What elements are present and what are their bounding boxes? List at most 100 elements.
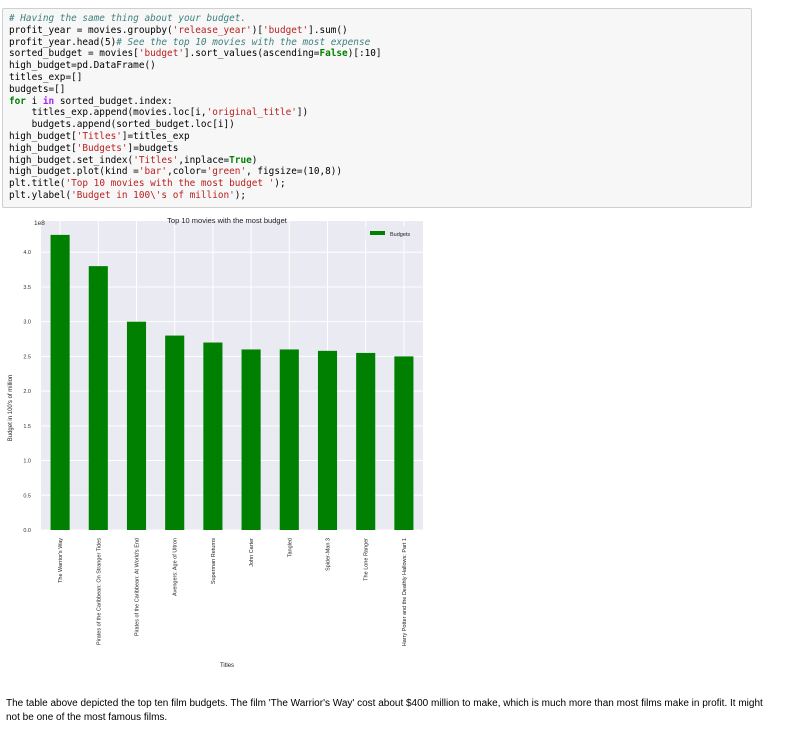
bar — [126, 321, 147, 530]
code-token: ]) — [296, 107, 309, 119]
bar — [165, 335, 185, 530]
code-token: high_budget[ — [9, 130, 77, 142]
code-token: True — [229, 154, 252, 166]
x-tick-label: Pirates of the Caribbean: At World's End — [135, 538, 141, 636]
bar — [279, 349, 299, 530]
code-line: plt.ylabel('Budget in 100\'s of million'… — [9, 190, 745, 202]
code-line: profit_year = movies.groupby('release_ye… — [9, 25, 745, 37]
x-axis-label: Titles — [220, 663, 234, 669]
markdown-paragraph: The table above depicted the top ten fil… — [6, 698, 763, 723]
code-token: # See the top 10 movies with the most ex… — [116, 36, 371, 48]
code-token: sorted_budget.index: — [54, 95, 173, 107]
code-token: ); — [234, 189, 247, 201]
code-token: ].sort_values(ascending= — [183, 48, 320, 60]
code-token: budgets=[] — [9, 83, 66, 95]
code-token: high_budget[ — [9, 142, 77, 154]
code-token: ]=budgets — [127, 142, 179, 154]
code-line: high_budget.plot(kind ='bar',color='gree… — [9, 166, 745, 178]
x-tick-label: Avengers: Age of Ultron — [173, 538, 179, 596]
code-token: 'release_year' — [172, 24, 252, 36]
x-tick-label: Spider-Man 3 — [326, 538, 332, 571]
code-token: high_budget=pd.DataFrame() — [9, 60, 156, 72]
code-token: titles_exp.append(movies.loc[i, — [9, 107, 207, 119]
code-token: profit_year = movies.groupby( — [9, 24, 173, 36]
y-tick-label: 3.5 — [23, 285, 31, 291]
code-token: ]=titles_exp — [121, 130, 190, 142]
code-token: profit_year.head(5) — [9, 36, 117, 48]
code-line: high_budget=pd.DataFrame() — [9, 60, 745, 72]
code-token: )[ — [251, 24, 264, 36]
code-token: , figsize=(10,8)) — [246, 166, 343, 178]
code-token: sorted_budget = movies[ — [9, 48, 139, 60]
y-offset-label: 1e8 — [34, 220, 45, 227]
code-token: 'bar' — [138, 166, 168, 178]
code-line: budgets.append(sorted_budget.loc[i]) — [9, 119, 745, 131]
y-tick-label: 0.0 — [23, 528, 31, 534]
bar — [88, 266, 108, 530]
code-line: high_budget['Titles']=titles_exp — [9, 131, 745, 143]
legend-swatch — [370, 231, 385, 235]
bar — [394, 356, 414, 530]
code-token: titles_exp=[] — [9, 71, 83, 83]
code-token: budgets.append(sorted_budget.loc[i]) — [9, 119, 235, 131]
plot-area-group: 0.0 0.5 1.0 1.5 2.0 2.5 3.0 3.5 4.0 The Warrior's… — [23, 221, 423, 646]
y-tick-label: 0.5 — [23, 493, 31, 499]
code-token: ); — [274, 178, 286, 190]
code-token: plt.title( — [9, 178, 66, 190]
bar — [50, 234, 70, 530]
legend-label: Budgets — [390, 232, 410, 238]
code-token: ].sum() — [308, 24, 348, 36]
bar — [356, 352, 376, 530]
bar — [203, 342, 223, 530]
code-token: # Having the same thing about your budge… — [9, 13, 247, 24]
code-line: sorted_budget = movies['budget'].sort_va… — [9, 48, 745, 60]
legend-box — [365, 226, 419, 240]
code-line: high_budget['Budgets']=budgets — [9, 143, 745, 155]
code-token: 'Titles' — [133, 154, 179, 166]
code-token: in — [42, 95, 55, 107]
code-line: # Having the same thing about your budge… — [9, 13, 745, 25]
y-tick-label: 1.5 — [23, 424, 31, 430]
y-tick-label: 2.5 — [23, 354, 31, 360]
code-token: False — [319, 48, 348, 60]
x-tick-label: Tangled — [287, 538, 293, 557]
code-token: 'Budgets' — [76, 142, 128, 154]
bar — [317, 350, 338, 530]
code-token: 'Top 10 movies with the most budget ' — [65, 178, 275, 190]
code-line: for i in sorted_budget.index: — [9, 96, 745, 108]
x-tick-label: The Warrior's Way — [58, 538, 64, 583]
y-tick-label: 1.0 — [23, 459, 31, 465]
chart-title: Top 10 movies with the most budget — [167, 216, 288, 225]
code-line: budgets=[] — [9, 84, 745, 96]
legend: Budgets — [365, 226, 419, 240]
x-tick-label: The Lone Ranger — [364, 538, 370, 581]
code-line: profit_year.head(5)# See the top 10 movi… — [9, 37, 745, 49]
code-token: 'original_title' — [206, 107, 297, 119]
x-tick-label: Pirates of the Caribbean: On Stranger Ti… — [96, 538, 102, 645]
code-token: high_budget.set_index( — [9, 154, 134, 166]
x-tick-label: Harry Potter and the Deathly Hallows: Pa… — [402, 538, 408, 646]
y-tick-label: 2.0 — [23, 389, 31, 395]
bar — [241, 349, 261, 530]
code-token: i — [25, 95, 43, 107]
code-line: high_budget.set_index('Titles',inplace=T… — [9, 155, 745, 167]
y-tick-label: 3.0 — [23, 320, 31, 326]
x-tick-label: Superman Returns — [211, 538, 217, 584]
code-token: )[:10] — [347, 48, 382, 60]
code-token: 'Budget in 100\'s of million' — [71, 189, 235, 201]
code-line: titles_exp=[] — [9, 72, 745, 84]
code-line: titles_exp.append(movies.loc[i,'original… — [9, 107, 745, 119]
code-token: ,color= — [167, 166, 207, 178]
code-token: plt.ylabel( — [9, 189, 72, 201]
code-line: plt.title('Top 10 movies with the most b… — [9, 178, 745, 190]
code-token: ,inplace= — [178, 154, 230, 166]
code-token: for — [9, 95, 26, 107]
code-token: 'green' — [206, 166, 247, 178]
code-token: 'Titles' — [76, 130, 122, 142]
code-cell[interactable]: # Having the same thing about your budge… — [2, 8, 752, 208]
code-token: 'budget' — [138, 48, 184, 60]
y-axis-label: Budget in 100's of million — [8, 375, 14, 442]
code-token: ) — [251, 154, 258, 166]
bar-chart: 0.0 0.5 1.0 1.5 2.0 2.5 3.0 3.5 4.0 The Warrior's… — [8, 216, 423, 669]
y-tick-label: 4.0 — [23, 250, 31, 256]
